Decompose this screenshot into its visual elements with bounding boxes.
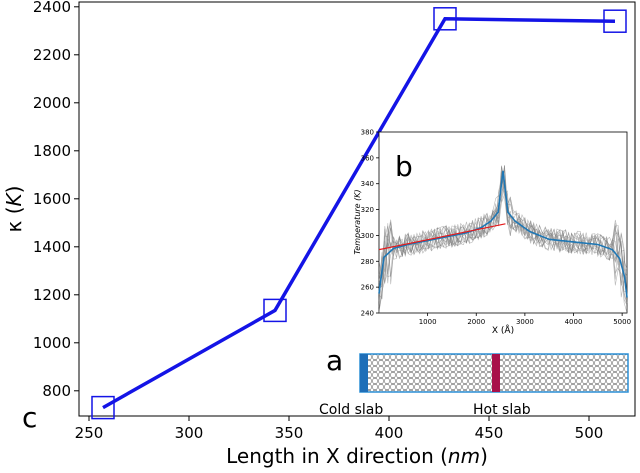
inset-y-axis-label: Temperature (K)	[353, 189, 362, 254]
main-x-axis-label: Length in X direction (nm)	[226, 444, 488, 468]
inset-trajectory	[378, 190, 628, 314]
inset-y-tick-label: 260	[361, 284, 374, 292]
inset-noise-band	[378, 165, 628, 314]
main-x-tick-label: 450	[475, 424, 504, 442]
inset-y-tick-label: 360	[361, 154, 374, 162]
main-y-tick-label: 800	[42, 382, 71, 400]
panel-label-c: c	[22, 401, 37, 434]
inset-plot-area	[378, 131, 628, 314]
hot-slab-label: Hot slab	[473, 402, 531, 418]
inset-y-tick-label: 300	[361, 232, 374, 240]
inset-trajectory	[378, 165, 628, 288]
kappa-marker	[603, 9, 627, 33]
kappa-marker	[91, 395, 115, 420]
cold-slab	[360, 354, 368, 392]
hot-slab	[492, 354, 500, 392]
inset-y-tick-label: 280	[361, 258, 374, 266]
inset-series	[378, 170, 628, 298]
panel-label-b: b	[395, 150, 413, 183]
main-y-tick-label: 2000	[33, 94, 71, 112]
inset-y-ticks: 240 260 280 300 320 340 360 380	[361, 129, 379, 318]
main-x-tick-label: 350	[275, 424, 304, 442]
main-series	[91, 7, 627, 420]
inset-x-tick-label: 1000	[419, 318, 437, 326]
kappa-marker	[433, 7, 457, 31]
main-y-axis-label: κ (K)	[2, 186, 26, 233]
inset-x-tick-label: 3000	[516, 318, 534, 326]
main-y-tick-label: 2200	[33, 46, 71, 64]
main-y-tick-label: 1400	[33, 238, 71, 256]
inset-y-tick-label: 380	[361, 129, 374, 137]
panel-label-a: a	[326, 344, 343, 377]
main-x-tick-label: 300	[175, 424, 204, 442]
main-x-tick-label: 250	[75, 424, 104, 442]
inset-x-tick-label: 4000	[565, 318, 583, 326]
inset-y-tick-label: 240	[361, 310, 374, 318]
main-y-tick-label: 1600	[33, 190, 71, 208]
inset-mean-temperature	[378, 170, 628, 298]
inset-y-tick-label: 340	[361, 180, 374, 188]
cold-slab-label: Cold slab	[319, 402, 383, 418]
main-x-tick-label: 500	[575, 424, 604, 442]
kappa-marker	[263, 298, 287, 323]
inset-x-tick-label: 2000	[467, 318, 485, 326]
main-y-tick-label: 1800	[33, 142, 71, 160]
inset-y-tick-label: 320	[361, 206, 374, 214]
main-y-tick-label: 2400	[33, 0, 71, 16]
main-y-ticks: 800 1000 1200 1400 1600 1800 2000 2200 2400	[33, 0, 79, 400]
inset-x-tick-label: 5000	[613, 318, 631, 326]
main-y-tick-label: 1000	[33, 334, 71, 352]
kappa-line	[102, 17, 616, 410]
main-x-tick-label: 400	[375, 424, 404, 442]
inset-x-axis-label: X (Å)	[492, 324, 514, 336]
inset-x-ticks: 1000 2000 3000 4000 5000	[419, 313, 631, 326]
inset-linear-fit	[378, 223, 506, 251]
main-x-ticks: 250 300 350 400 450 500	[75, 416, 604, 442]
main-y-tick-label: 1200	[33, 286, 71, 304]
